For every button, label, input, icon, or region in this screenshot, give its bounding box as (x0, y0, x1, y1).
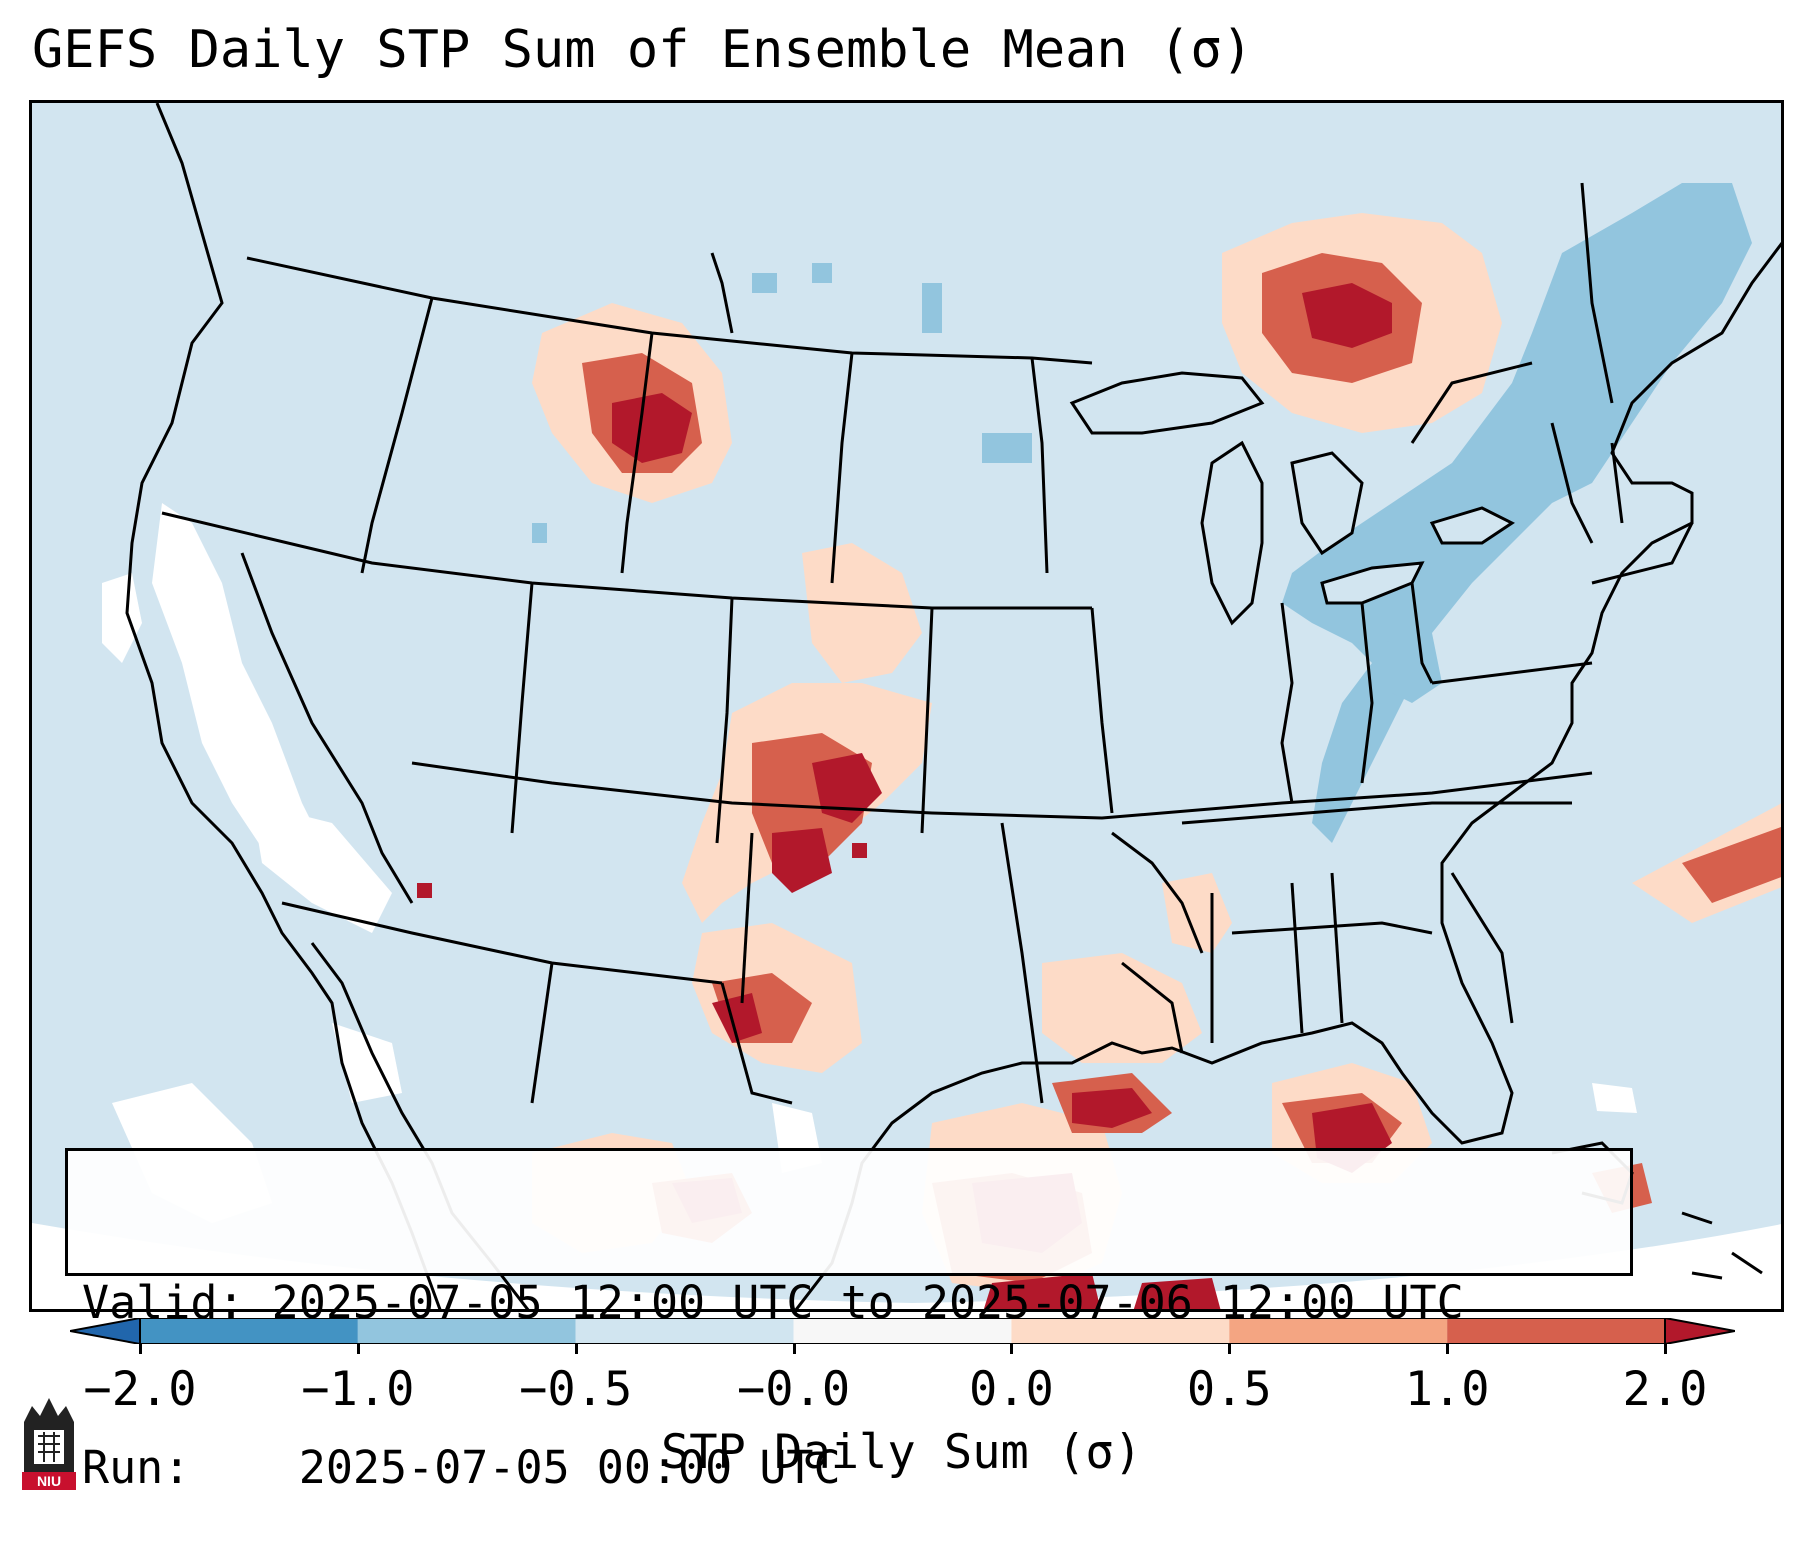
colorbar-segment (1011, 1318, 1230, 1344)
colorbar-tick-label: −0.5 (519, 1362, 633, 1417)
colorbar-outline (139, 1318, 1666, 1344)
colorbar-segment (1447, 1318, 1665, 1344)
colorbar-tick-label: 1.0 (1404, 1362, 1490, 1417)
run-value: 2025-07-05 00:00 UTC (298, 1441, 841, 1494)
colorbar-segment (793, 1318, 1012, 1344)
colorbar-tick-mark (1446, 1344, 1450, 1354)
colorbar-tick-mark (356, 1344, 360, 1354)
colorbar-tick-label: 0.5 (1186, 1362, 1272, 1417)
colorbar-tick-mark (574, 1344, 578, 1354)
state-borders (161, 182, 1694, 1105)
colorbar-segment (1229, 1318, 1448, 1344)
colorbar-segments (70, 1318, 1735, 1344)
run-row: Run: 2025-07-05 00:00 UTC (82, 1440, 1630, 1495)
colorbar-tick-label: −0.0 (736, 1362, 851, 1417)
colorbar-tick-label: 2.0 (1622, 1362, 1708, 1417)
map-svg (32, 103, 1781, 1309)
logo-text: NIU (37, 1473, 61, 1489)
colorbar-tick-label: 0.0 (968, 1362, 1054, 1417)
colorbar-tick-mark (1010, 1344, 1014, 1354)
chart-title: GEFS Daily STP Sum of Ensemble Mean (σ) (32, 20, 1253, 80)
colorbar-tick-mark (139, 1344, 142, 1354)
info-box: Valid: 2025-07-05 12:00 UTC to 2025-07-0… (65, 1148, 1633, 1494)
run-label: Run: (82, 1441, 191, 1494)
colorbar-extend-max (1664, 1318, 1735, 1344)
globe-edge (32, 1223, 1781, 1309)
great-lakes (1069, 371, 1515, 626)
colorbar (70, 1318, 1735, 1344)
colorbar-segment (357, 1318, 576, 1344)
colorbar-tick-mark (792, 1344, 796, 1354)
colorbar-label: STP Daily Sum (σ) (660, 1425, 1143, 1480)
colorbar-extend-min (70, 1318, 141, 1344)
colorbar-tick-mark (1664, 1344, 1667, 1354)
colorbar-segment (140, 1318, 358, 1344)
colorbar-tick-mark (1228, 1344, 1232, 1354)
niu-logo-icon: NIU (22, 1398, 76, 1490)
colorbar-segment (575, 1318, 794, 1344)
colorbar-tick-label: −1.0 (301, 1362, 415, 1417)
colorbar-tick-label: −2.0 (83, 1362, 197, 1417)
negative-areas (532, 183, 1752, 843)
map-panel (29, 100, 1784, 1312)
